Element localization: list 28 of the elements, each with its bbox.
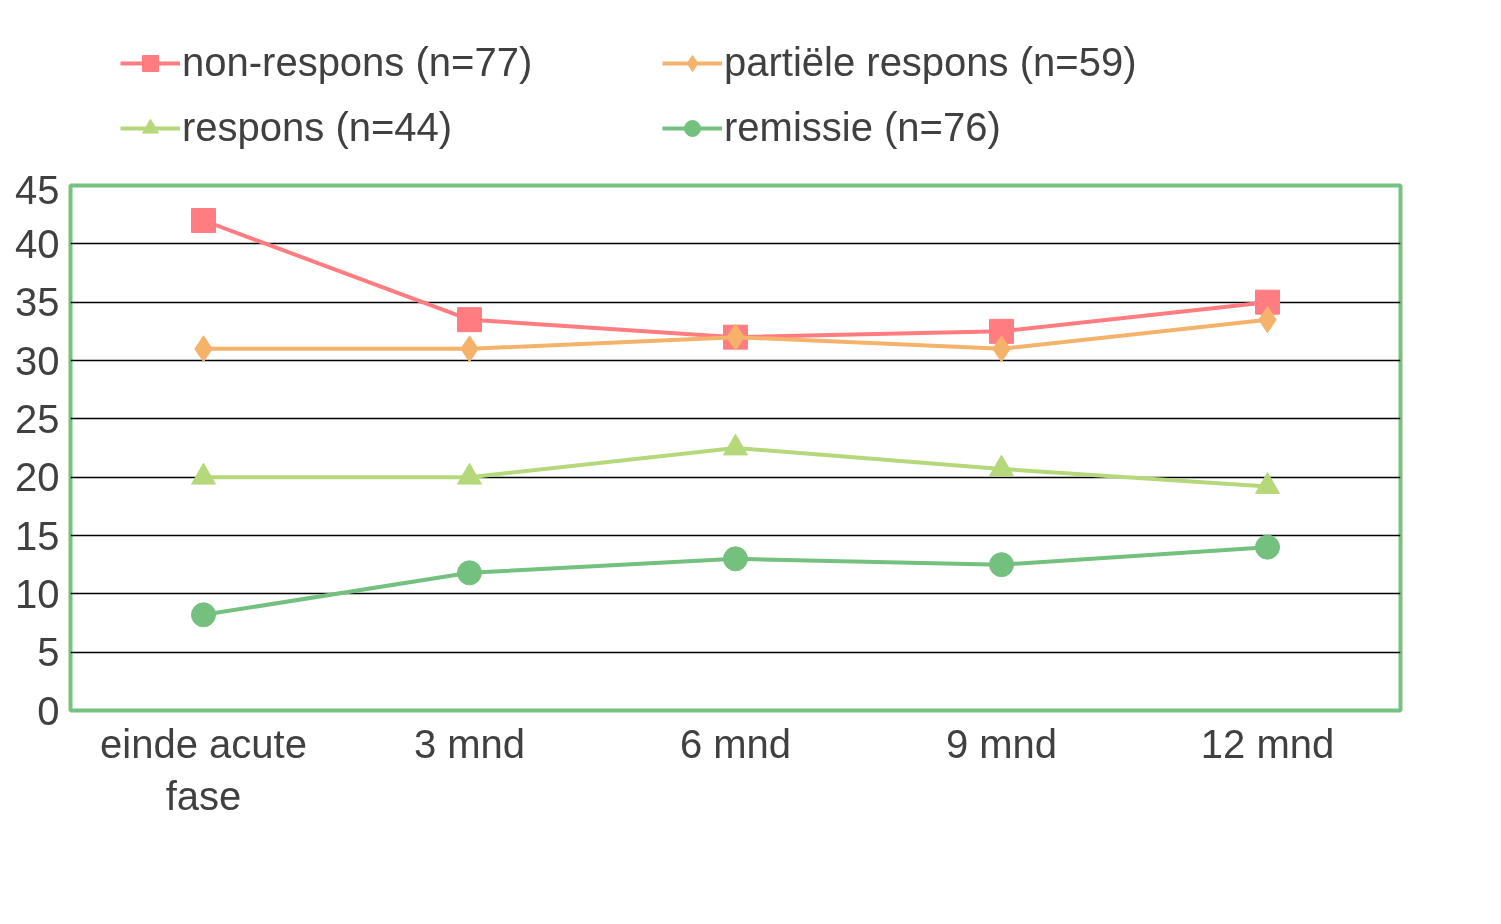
point <box>457 560 482 586</box>
x-tick-label: 9 mnd <box>945 721 1058 766</box>
x-tick-label: 3 mnd <box>413 721 526 766</box>
point <box>723 546 748 572</box>
point <box>191 602 216 628</box>
y-tick-label: 35 <box>15 280 60 325</box>
legend-label: respons (n=44) <box>182 105 454 150</box>
y-tick-label: 0 <box>37 688 60 733</box>
point <box>457 307 482 333</box>
legend-label: partiële respons (n=59) <box>724 40 1138 85</box>
y-tick-label: 25 <box>15 396 60 441</box>
y-tick-label: 5 <box>37 630 60 675</box>
y-tick-label: 30 <box>15 338 60 383</box>
y-tick-label: 45 <box>15 167 60 212</box>
y-tick-label: 15 <box>15 513 60 558</box>
x-tick-label: 12 mnd <box>1200 721 1335 766</box>
point <box>1255 289 1280 315</box>
legend-label: remissie (n=76) <box>724 105 1002 150</box>
x-tick-label: einde acute fase <box>100 721 307 819</box>
y-tick-label: 20 <box>15 455 60 500</box>
x-tick-label: 6 mnd <box>679 721 792 766</box>
point <box>1255 534 1280 560</box>
y-tick-label: 10 <box>15 571 60 616</box>
point <box>191 208 216 233</box>
y-tick-label: 40 <box>15 221 60 266</box>
point <box>989 552 1014 578</box>
point <box>989 318 1014 344</box>
legend-label: non-respons (n=77) <box>182 40 534 85</box>
